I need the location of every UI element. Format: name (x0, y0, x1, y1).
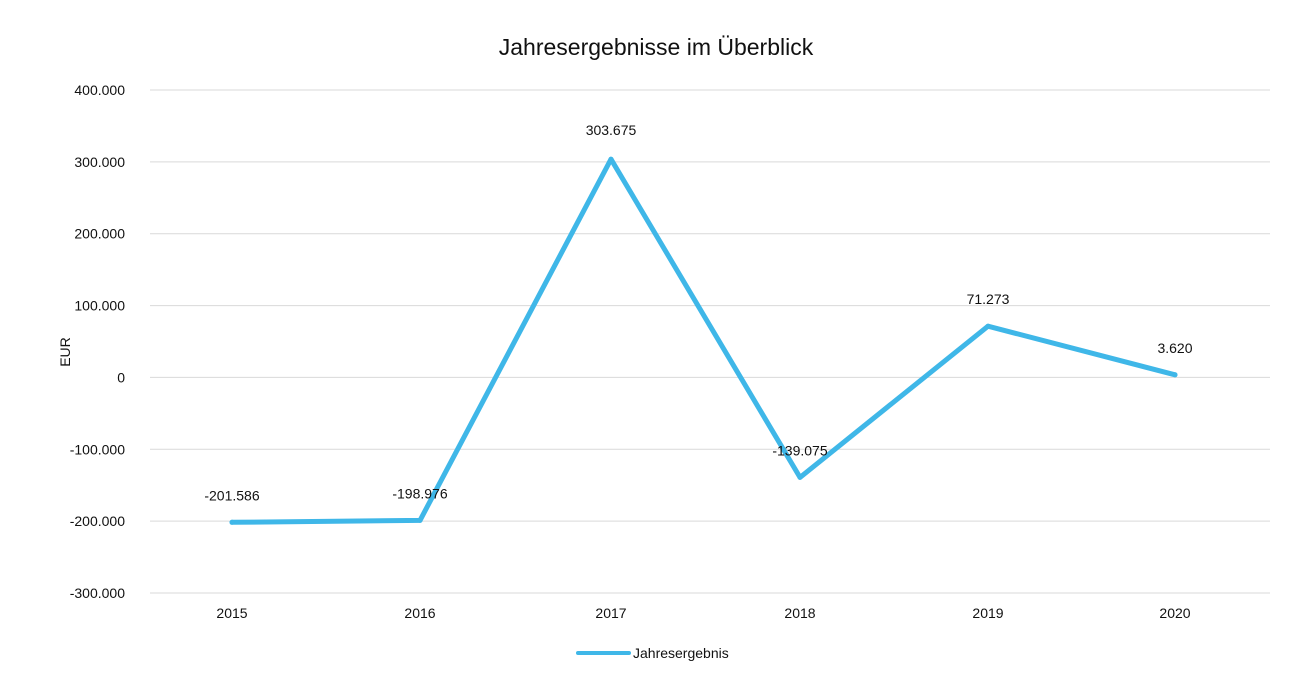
data-label-2019: 71.273 (967, 291, 1010, 307)
y-tick-label: -100.000 (70, 441, 125, 457)
data-label-2016: -198.976 (392, 485, 447, 501)
x-tick-label-2015: 2015 (216, 605, 247, 621)
data-point-2018 (797, 474, 803, 480)
gridlines (150, 89, 1270, 594)
data-label-2018: -139.075 (772, 442, 827, 458)
legend: Jahresergebnis (576, 645, 729, 661)
x-tick-label-2019: 2019 (972, 605, 1003, 621)
series-line-jahresergebnis (229, 156, 1178, 525)
x-tick-label-2020: 2020 (1159, 605, 1190, 621)
data-point-2016 (417, 517, 423, 523)
data-point-2020 (1172, 372, 1178, 378)
y-tick-label: 400.000 (74, 82, 125, 98)
y-axis-title: EUR (57, 337, 73, 367)
y-tick-label: -300.000 (70, 585, 125, 601)
y-axis-ticks: 400.000 300.000 200.000 100.000 0 -100.000 -20… (70, 82, 125, 601)
data-point-2015 (229, 519, 235, 525)
x-tick-label-2016: 2016 (404, 605, 435, 621)
x-axis-ticks: 2015 2016 2017 2018 2019 2020 (216, 605, 1190, 621)
data-label-2017: 303.675 (586, 122, 637, 138)
y-tick-label: 100.000 (74, 298, 125, 314)
data-labels: -201.586 -198.976 303.675 -139.075 71.273 3.6… (204, 122, 1192, 503)
data-label-2020: 3.620 (1157, 340, 1192, 356)
y-tick-label: 200.000 (74, 226, 125, 242)
legend-label-jahresergebnis: Jahresergebnis (633, 645, 729, 661)
y-tick-label: 300.000 (74, 154, 125, 170)
series-lines (229, 156, 1178, 525)
data-point-2017 (608, 156, 614, 162)
x-tick-label-2017: 2017 (595, 605, 626, 621)
data-point-2019 (985, 323, 991, 329)
data-label-2015: -201.586 (204, 487, 259, 503)
chart-title: Jahresergebnisse im Überblick (499, 34, 814, 60)
x-tick-label-2018: 2018 (784, 605, 815, 621)
y-tick-label: 0 (117, 369, 125, 385)
y-tick-label: -200.000 (70, 513, 125, 529)
